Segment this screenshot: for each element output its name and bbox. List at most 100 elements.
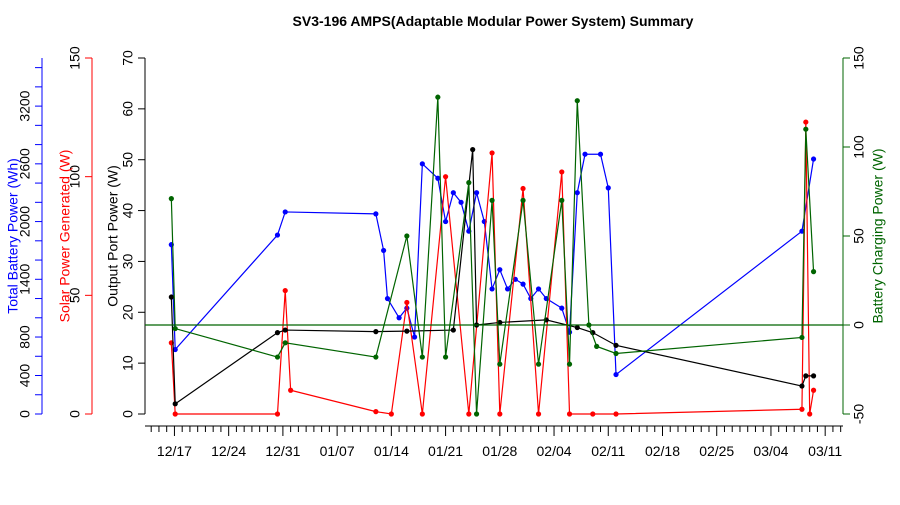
total-battery-power-wh--point xyxy=(384,295,391,302)
series-layer xyxy=(145,94,843,417)
total-battery-power-wh--point xyxy=(520,281,526,287)
x-tick-label: 02/18 xyxy=(645,443,680,459)
solar-power-generated-w--point xyxy=(566,411,573,417)
battery-charging-power-w--point xyxy=(559,197,565,203)
battery-charging-power-w--point xyxy=(435,94,441,100)
total-battery-power-wh--point xyxy=(411,334,418,340)
x-tick-label: 02/04 xyxy=(537,443,572,459)
battery-charging-power-w--line xyxy=(170,97,815,415)
battery-charging-power-w--point xyxy=(172,325,178,332)
total-battery-power-wh--point xyxy=(473,190,480,196)
charging-power-tick-label: 100 xyxy=(851,135,867,159)
battery-charging-power-w--point xyxy=(803,126,809,132)
solar-power-generated-w--point xyxy=(442,174,449,180)
solar-power-generated-w--line xyxy=(170,122,815,415)
battery-charging-power-w--point xyxy=(574,98,580,104)
total-battery-power-wh--point xyxy=(799,228,805,234)
solar_power-tick-label: 0 xyxy=(67,410,83,418)
solar-power-generated-w--point xyxy=(590,411,596,417)
solar-power-generated-w--point xyxy=(373,409,379,415)
charging-power-tick-label: -50 xyxy=(851,404,867,424)
battery-charging-power-w--point xyxy=(282,340,288,346)
solar-power-generated-w--point xyxy=(274,411,281,417)
total-battery-power-wh--point xyxy=(810,156,817,162)
x-tick-label: 02/11 xyxy=(591,443,625,459)
total-battery-power-wh--point xyxy=(574,190,580,196)
total-battery-power-wh--point xyxy=(559,305,565,311)
solar-power-generated-w--point xyxy=(559,169,565,175)
battery-charging-power-w--point xyxy=(810,269,817,275)
total-battery-power-wh--point xyxy=(419,161,425,167)
battery-charging-power-w--point xyxy=(613,350,619,357)
charging-power-tick-label: 50 xyxy=(851,228,867,244)
total-battery-power-wh--point xyxy=(274,232,281,238)
x-tick-label: 01/21 xyxy=(428,443,463,459)
output_power-tick-label: 20 xyxy=(120,304,136,320)
solar-power-generated-w--point xyxy=(807,411,813,417)
total-battery-power-wh--point xyxy=(373,211,379,217)
charging-power-axis-label: Battery Charging Power (W) xyxy=(870,148,886,323)
solar-power-generated-w--point xyxy=(489,150,495,156)
battery-charging-power-w--point xyxy=(419,354,425,360)
total-battery-power-wh--point xyxy=(396,315,402,321)
total-battery-power-wh--point xyxy=(172,346,178,353)
solar_power-tick-label: 100 xyxy=(67,165,83,189)
total-battery-power-wh--point xyxy=(582,151,588,157)
x-tick-label: 12/17 xyxy=(157,443,192,459)
charging-power-tick-label: 0 xyxy=(851,321,867,329)
battery_power-tick-label: 3200 xyxy=(17,90,33,121)
solar-power-generated-w--point xyxy=(172,411,178,417)
battery-charging-power-w--point xyxy=(520,197,526,203)
total-battery-power-wh--point xyxy=(504,286,511,292)
total-battery-power-wh--point xyxy=(489,286,495,292)
battery_power-tick-label: 0 xyxy=(17,410,33,418)
output_power-tick-label: 0 xyxy=(120,410,136,418)
battery-charging-power-w--point xyxy=(168,196,174,202)
x-tick-label: 03/04 xyxy=(753,443,788,459)
battery-charging-power-w--point xyxy=(473,411,480,417)
solar-power-generated-w--point xyxy=(613,411,619,417)
output_power-tick-label: 50 xyxy=(120,152,136,168)
x-tick-label: 12/31 xyxy=(265,443,300,459)
x-tick-label: 01/28 xyxy=(482,443,517,459)
solar-power-generated-w--point xyxy=(466,411,472,417)
solar-power-generated-w--point xyxy=(388,411,394,417)
output_power-tick-label: 60 xyxy=(120,101,136,117)
battery-charging-power-w--point xyxy=(497,361,503,367)
battery-charging-power-w--point xyxy=(594,343,600,349)
output-port-power-w--point xyxy=(172,401,178,407)
total-battery-power-wh--point xyxy=(381,247,387,254)
output-port-power-w--point xyxy=(404,328,410,334)
charging-power-tick-label: 150 xyxy=(851,46,867,70)
output-port-power-w--point xyxy=(168,294,174,300)
battery-charging-power-w--point xyxy=(274,354,281,360)
total-battery-power-wh--point xyxy=(450,190,456,196)
battery-charging-power-w--point xyxy=(442,354,449,360)
total-battery-power-wh--point xyxy=(458,199,464,205)
output-port-power-w--point xyxy=(574,324,580,331)
output-port-power-w--line xyxy=(170,149,814,405)
output-port-power-w--point xyxy=(373,329,379,335)
total-battery-power-wh--line xyxy=(170,153,815,376)
x-axis: 12/17 12/24 12/31 01/07 01/14 01/21 01/28 02/04… xyxy=(145,425,843,459)
x-tick-label: 12/24 xyxy=(211,443,246,459)
output-port-power-w--point xyxy=(810,373,817,379)
battery-charging-power-w--point xyxy=(466,180,472,186)
battery-charging-power-w--point xyxy=(489,197,495,203)
solar-power-generated-w--point xyxy=(288,387,294,393)
total-battery-power-wh--point xyxy=(497,267,503,273)
total-battery-power-wh--point xyxy=(613,371,619,378)
solar_power-tick-label: 50 xyxy=(67,287,83,303)
axes-right: -50 0 50 100 150 Battery Charging Power (W) xyxy=(842,46,886,424)
battery-charging-power-w--point xyxy=(566,361,573,367)
chart-title: SV3-196 AMPS(Adaptable Modular Power Sys… xyxy=(293,13,694,29)
solar-power-generated-w--point xyxy=(799,406,805,412)
solar_power-axis-label: Solar Power Generated (W) xyxy=(57,150,73,323)
output-port-power-w--point xyxy=(450,327,456,333)
battery-charging-power-w--point xyxy=(799,334,805,341)
battery_power-tick-label: 400 xyxy=(17,364,33,388)
total-battery-power-wh--point xyxy=(282,209,288,215)
